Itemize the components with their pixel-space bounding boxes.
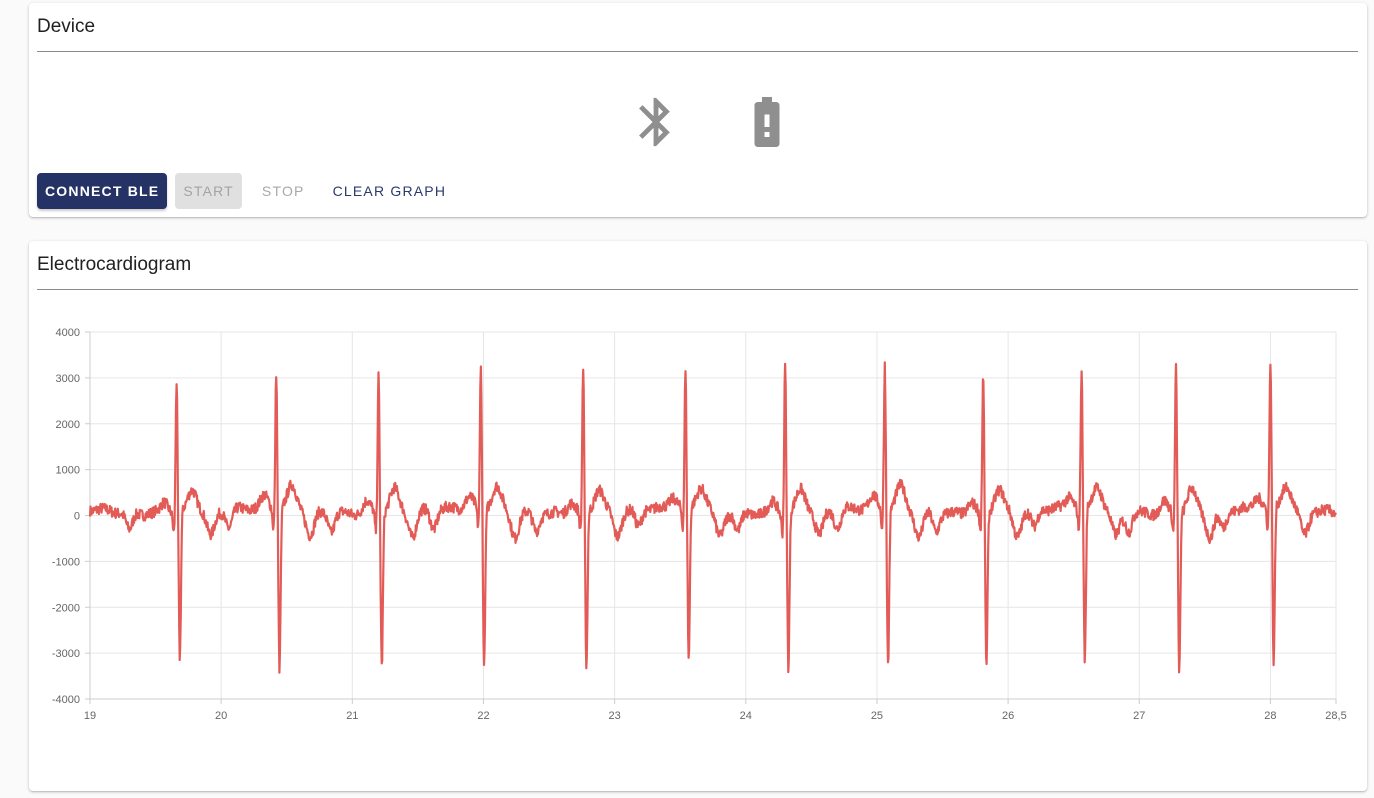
y-tick-label: 0 xyxy=(74,511,80,523)
x-tick-label: 28,5 xyxy=(1325,710,1346,722)
y-tick-label: 4000 xyxy=(56,327,80,339)
bluetooth-icon xyxy=(627,91,685,158)
x-tick-label: 21 xyxy=(346,710,358,722)
y-tick-label: -1000 xyxy=(52,556,80,568)
x-tick-label: 19 xyxy=(84,710,96,722)
y-tick-label: 1000 xyxy=(56,465,80,477)
connect-ble-button[interactable]: CONNECT BLE xyxy=(37,173,168,209)
x-tick-label: 23 xyxy=(609,710,621,722)
chart-ticks: 19 20 21 22 23 24 25 26 27 28 28,5 4000 3000 2000 1000… xyxy=(52,327,1347,722)
start-button[interactable]: START xyxy=(175,173,242,209)
ecg-trace-line xyxy=(88,361,1338,674)
x-tick-label: 22 xyxy=(477,710,489,722)
x-tick-label: 28 xyxy=(1264,710,1276,722)
x-tick-label: 24 xyxy=(740,710,752,722)
battery-alert-icon xyxy=(737,91,797,158)
y-tick-label: 2000 xyxy=(56,419,80,431)
device-status-icons xyxy=(627,91,797,158)
x-tick-label: 25 xyxy=(871,710,883,722)
y-tick-label: -4000 xyxy=(52,694,80,706)
ecg-title: Electrocardiogram xyxy=(37,254,192,275)
ecg-chart: 19 20 21 22 23 24 25 26 27 28 28,5 4000 3000 2000 1000… xyxy=(52,327,1347,722)
y-tick-label: -3000 xyxy=(52,648,80,660)
ecg-divider xyxy=(37,289,1358,290)
y-tick-label: -2000 xyxy=(52,602,80,614)
x-tick-label: 27 xyxy=(1133,710,1145,722)
x-tick-label: 20 xyxy=(215,710,227,722)
stop-button[interactable]: STOP xyxy=(250,173,317,209)
device-divider xyxy=(37,51,1358,52)
x-tick-label: 26 xyxy=(1002,710,1014,722)
clear-graph-button[interactable]: CLEAR GRAPH xyxy=(325,173,455,209)
device-button-row: CONNECT BLE START STOP CLEAR GRAPH xyxy=(37,173,454,209)
y-tick-label: 3000 xyxy=(56,373,80,385)
ecg-card: Electrocardiogram 19 20 21 22 23 24 25 26 27 28 28… xyxy=(29,241,1367,791)
device-title: Device xyxy=(37,16,96,37)
device-card: Device CONNECT BLE START STOP CLEAR GRAP… xyxy=(29,3,1367,217)
ecg-trace-group xyxy=(88,361,1338,674)
